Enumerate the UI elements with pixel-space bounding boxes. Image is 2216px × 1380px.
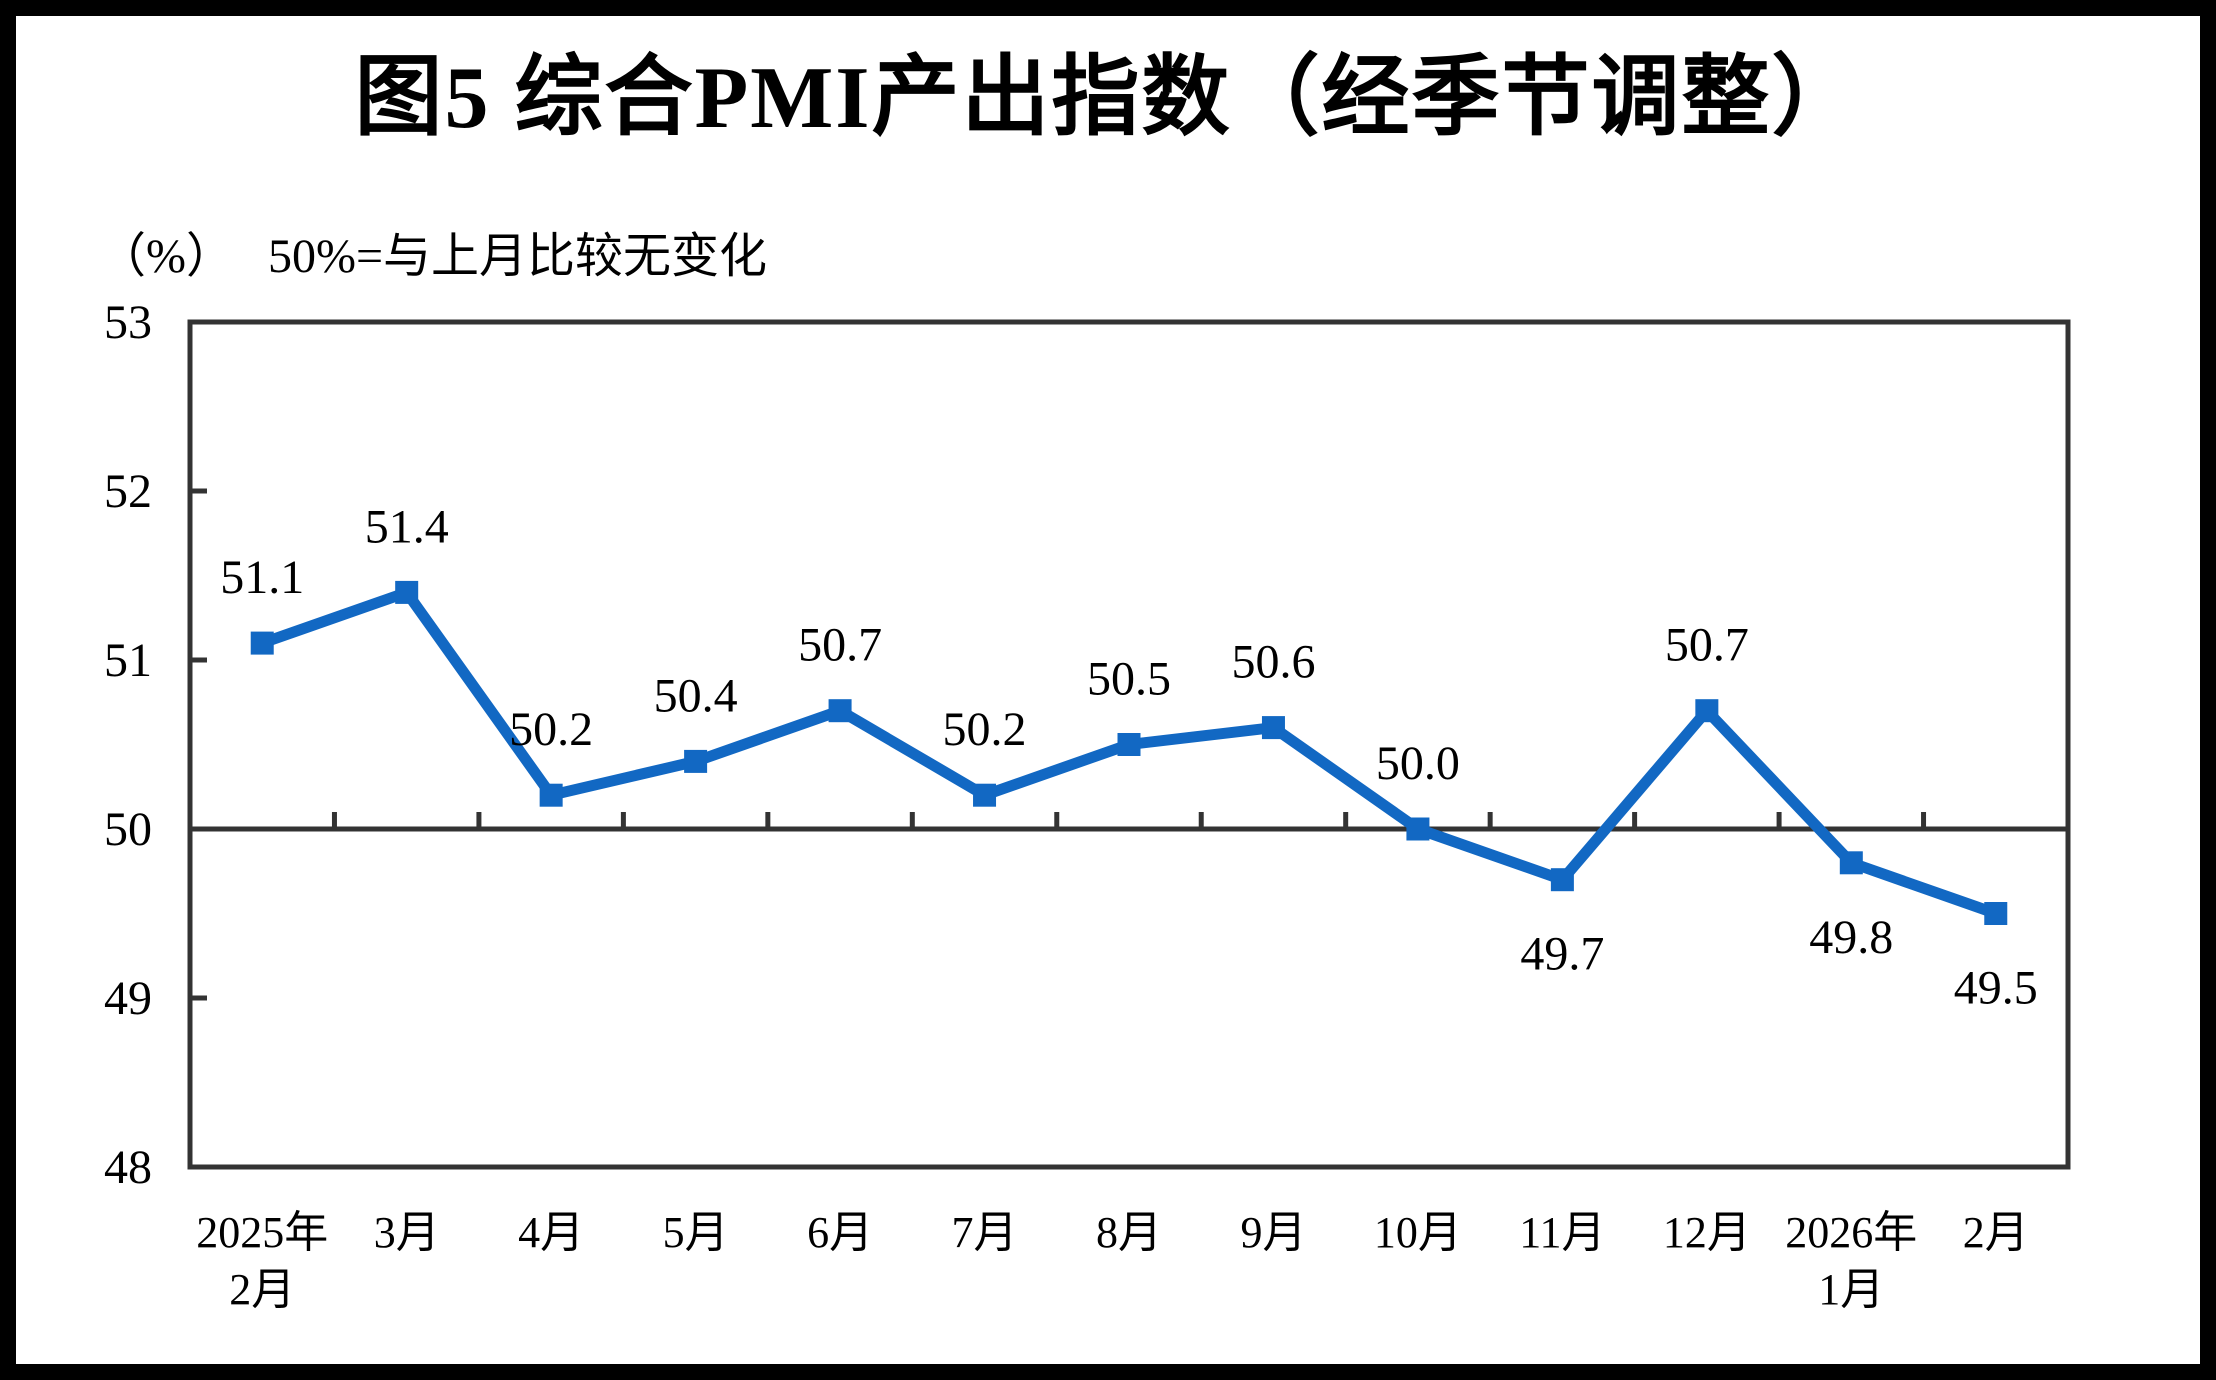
plot-border <box>187 319 2071 1170</box>
data-point-label: 51.4 <box>365 500 449 553</box>
data-point-label: 51.1 <box>220 551 304 604</box>
x-axis-label: 2026年 <box>1785 1208 1917 1257</box>
x-axis-label: 3月 <box>374 1208 440 1257</box>
x-axis-label: 7月 <box>952 1208 1018 1257</box>
data-point-marker <box>1839 851 1863 875</box>
data-point-marker <box>1550 868 1574 892</box>
data-point-label: 49.7 <box>1520 928 1604 981</box>
data-point-marker <box>1406 817 1430 841</box>
x-axis-label: 4月 <box>518 1208 584 1257</box>
y-axis-label: 49 <box>104 972 152 1025</box>
x-axis-label: 12月 <box>1663 1208 1751 1257</box>
data-point-label: 50.2 <box>943 703 1027 756</box>
data-point-marker <box>1984 902 2008 925</box>
data-point-label: 50.6 <box>1231 636 1315 689</box>
data-point-label: 50.2 <box>509 703 593 756</box>
data-point-marker <box>395 580 419 604</box>
reference-note: 50%=与上月比较无变化 <box>268 230 768 283</box>
chart-subtitle: （%） 50%=与上月比较无变化 <box>98 216 767 286</box>
y-axis-label: 50 <box>104 803 152 856</box>
data-point-marker <box>250 631 274 655</box>
pmi-line-chart: 48 49 50 51 52 53 2025年 2月 3月 4月 5月 6月 7月 8月 9月 10月 11月 1… <box>104 296 2071 1314</box>
data-point-label: 50.4 <box>654 669 738 722</box>
x-axis-label-line2: 1月 <box>1818 1265 1884 1314</box>
data-point-marker <box>828 699 852 723</box>
x-axis-label: 10月 <box>1374 1208 1462 1257</box>
data-point-marker <box>973 783 997 807</box>
y-axis-unit-label: （%） <box>98 230 234 283</box>
data-point-label: 49.8 <box>1809 911 1893 964</box>
data-point-label: 49.5 <box>1954 962 2038 1015</box>
x-axis-label: 5月 <box>663 1208 729 1257</box>
x-axis-label: 2025年 <box>196 1208 328 1257</box>
chart-title: 图5 综合PMI产出指数（经季节调整） <box>354 50 1862 147</box>
x-axis-label: 2月 <box>1963 1208 2029 1257</box>
data-point-label: 50.5 <box>1087 653 1171 706</box>
x-axis-label: 8月 <box>1096 1208 1162 1257</box>
y-axis-label: 53 <box>104 296 152 349</box>
data-point-marker <box>1117 733 1141 756</box>
data-point-label: 50.7 <box>798 619 882 672</box>
data-point-marker <box>539 783 563 807</box>
data-point-marker <box>1261 716 1285 740</box>
y-axis-label: 51 <box>104 634 152 687</box>
y-axis-label: 52 <box>104 465 152 518</box>
y-axis-label: 48 <box>104 1141 152 1194</box>
x-axis-label: 6月 <box>807 1208 873 1257</box>
x-axis-label-line2: 2月 <box>229 1265 295 1314</box>
data-point-label: 50.7 <box>1665 619 1749 672</box>
data-point-marker <box>684 749 708 773</box>
data-point-label: 50.0 <box>1376 737 1460 790</box>
x-axis-label: 9月 <box>1240 1208 1306 1257</box>
x-axis-label: 11月 <box>1519 1208 1605 1257</box>
data-point-marker <box>1695 699 1719 723</box>
